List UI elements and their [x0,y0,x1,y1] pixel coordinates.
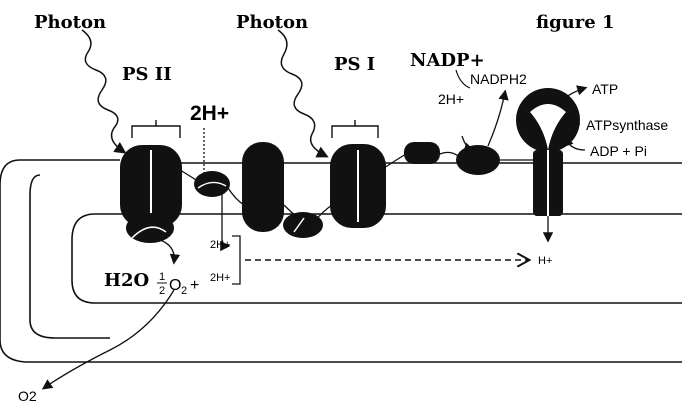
cytochrome-complex [242,142,284,232]
two-h-plus-large: 2H+ [190,102,229,125]
ferredoxin [404,142,440,164]
o2-output-label: O2 [18,388,37,404]
ps1-label: PS I [334,54,375,75]
photon-label-right: Photon [236,12,308,33]
nadp-reductase [456,145,500,175]
lumen-2h-b: 2H+ [210,272,231,284]
ps2-label: PS II [122,64,172,85]
ps1-bracket [331,120,379,138]
outer-membrane-left [0,159,120,363]
plastoquinone [194,171,230,197]
outer-loop-inner [29,174,110,339]
water-split-arrow [159,239,181,265]
atp-out-arrow [561,85,588,101]
half-numerator: 1 [159,271,165,283]
photon-arrow-left [81,29,127,154]
oxygen-symbol: O [169,277,181,294]
adp-in-arrow [563,135,586,151]
inner-membrane-loop [71,213,682,304]
atp-synthase-notch [530,104,566,150]
photosystem-i-complex [330,144,386,228]
photon-label-left: Photon [34,12,106,33]
two-h-plus-small: 2H+ [438,91,464,107]
lumen-proton-bracket [232,235,241,285]
atp-label: ATP [592,81,618,97]
photon-arrow-right [277,29,329,158]
ps2-bracket [131,120,181,138]
plastocyanin-mark [293,217,305,233]
lumen-2h-a: 2H+ [210,239,231,251]
atp-synthase [516,88,580,216]
oxygen-subscript: 2 [181,285,187,297]
proton-down-arrow [220,190,231,252]
nadp-plus-label: NADP+ [410,50,485,71]
cytochrome-body [242,142,284,232]
nadph2-out-arrow [487,89,509,147]
figure-label: figure 1 [536,12,615,33]
h-plus-label: H+ [538,255,552,267]
water-label: H2O [104,270,149,291]
oxygen-release-arrow [41,289,175,390]
atp-synthase-label: ATPsynthase [586,117,668,133]
nadph2-label: NADPH2 [470,71,527,87]
plastocyanin [283,212,323,238]
plus-sign: + [190,277,199,294]
ps2-lumen-mark [131,226,167,239]
adp-pi-label: ADP + Pi [590,143,647,159]
photosystem-ii-complex [120,145,182,243]
electron-path [179,151,535,223]
nadp-link [455,69,471,89]
half-denominator: 2 [159,285,165,297]
plastoquinone-mark [197,181,227,189]
nadp-in-arrow [461,135,475,153]
